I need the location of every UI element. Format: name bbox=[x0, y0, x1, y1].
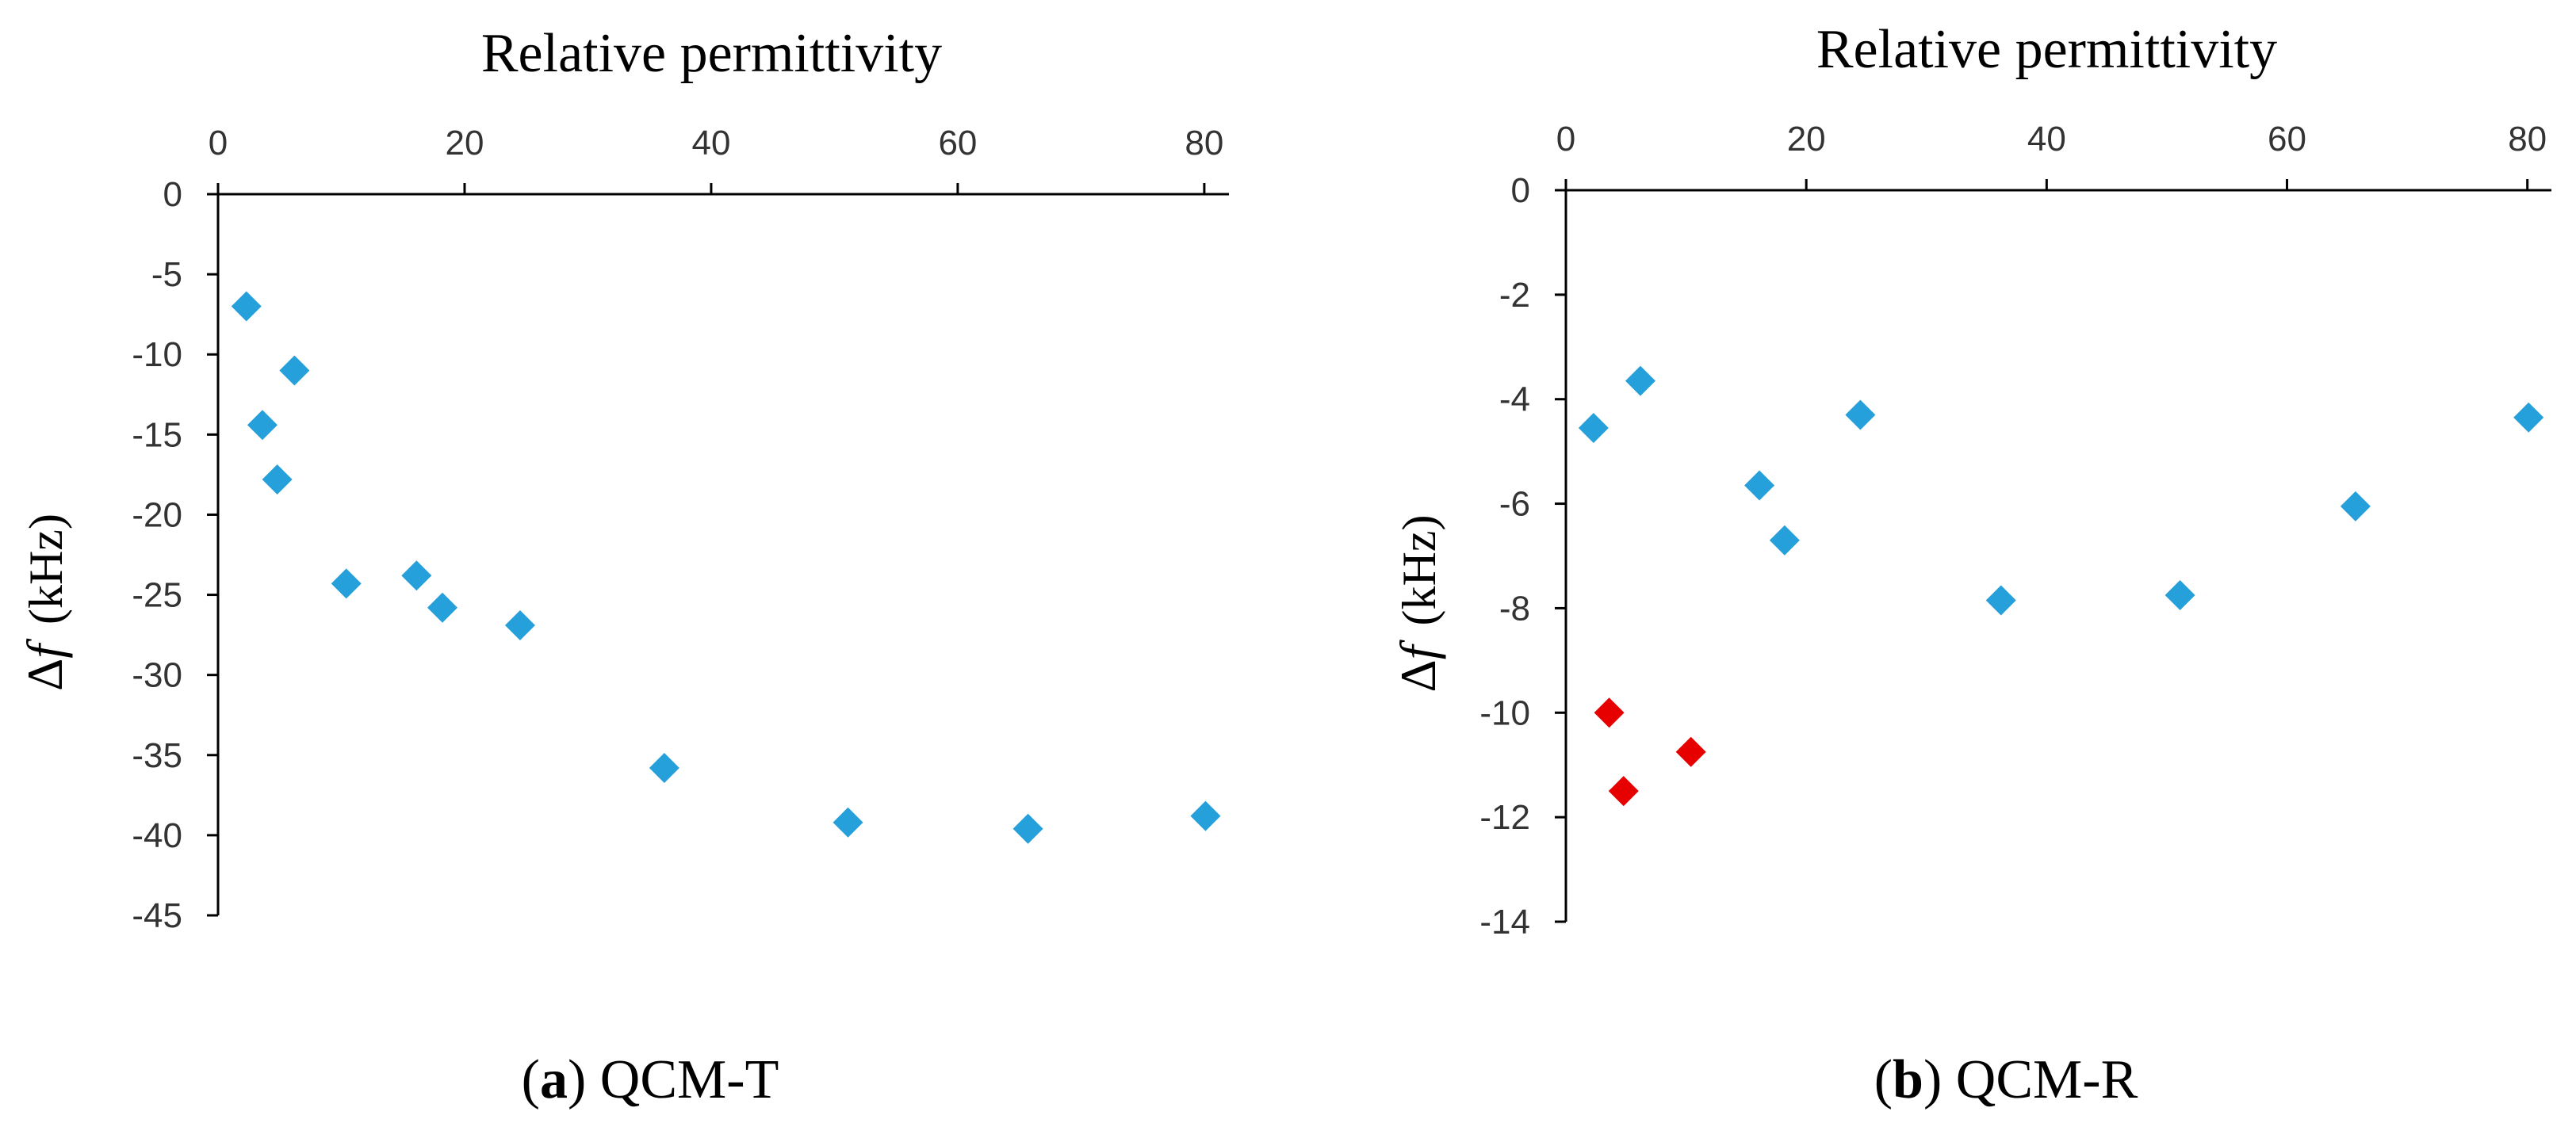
data-point-diamond bbox=[1845, 399, 1876, 430]
data-point-diamond bbox=[2513, 402, 2544, 433]
data-point-diamond bbox=[231, 291, 262, 322]
y-tick-label: -35 bbox=[132, 736, 182, 775]
data-point-diamond bbox=[401, 560, 432, 591]
data-point-diamond bbox=[262, 464, 293, 495]
y-tick-label: -5 bbox=[151, 255, 182, 294]
y-tick-label: -30 bbox=[132, 656, 182, 695]
y-tick-label: -10 bbox=[132, 335, 182, 374]
y-axis-title: Δf (kHz) bbox=[17, 514, 73, 691]
y-axis-title: Δf (kHz) bbox=[1390, 515, 1446, 693]
caption-open-paren: ( bbox=[522, 1049, 540, 1110]
data-point-diamond bbox=[833, 807, 863, 838]
caption-close-paren: ) bbox=[1923, 1049, 1942, 1110]
x-axis-title: Relative permittivity bbox=[481, 23, 942, 84]
y-tick-label: -14 bbox=[1479, 903, 1530, 942]
y-axis-title-symbol: Δ bbox=[1390, 659, 1446, 692]
series-outliers bbox=[1594, 697, 1706, 807]
y-tick-label: -8 bbox=[1499, 589, 1530, 628]
y-tick-label: 0 bbox=[163, 175, 182, 214]
caption-letter: b bbox=[1893, 1049, 1923, 1110]
data-point-diamond bbox=[504, 609, 535, 640]
data-point-diamond bbox=[331, 568, 362, 599]
y-tick-label: -40 bbox=[132, 816, 182, 855]
y-axis-title-unit: (kHz) bbox=[20, 514, 72, 636]
x-tick-label: 0 bbox=[209, 124, 228, 162]
caption-open-paren: ( bbox=[1874, 1049, 1893, 1110]
data-point-diamond bbox=[279, 355, 310, 386]
caption-close-paren: ) bbox=[568, 1049, 586, 1110]
y-axis-title-variable: f bbox=[17, 638, 73, 659]
y-tick-label: -20 bbox=[132, 495, 182, 534]
x-tick-label: 80 bbox=[1185, 124, 1223, 162]
x-tick-label: 60 bbox=[2268, 120, 2306, 159]
data-point-diamond bbox=[1012, 813, 1043, 844]
y-axis-title-variable: f bbox=[1390, 639, 1446, 659]
data-point-diamond bbox=[247, 410, 278, 441]
y-tick-label: -12 bbox=[1479, 798, 1530, 837]
data-point-diamond bbox=[2340, 491, 2371, 521]
panel-b-qcm-r: 0 20 40 60 80 0 -2 -4 -6 -8 -10 -12 -14 Relative perm… bbox=[1390, 19, 2551, 1110]
y-axis-title-unit: (kHz) bbox=[1393, 515, 1445, 638]
y-tick-label: -25 bbox=[132, 576, 182, 615]
panel-a-qcm-t: 0 20 40 60 80 0 -5 -10 -15 -20 -25 -30 -35 -40 -45 Rela… bbox=[17, 23, 1229, 1110]
x-tick-label: 20 bbox=[1787, 120, 1826, 159]
data-point-diamond bbox=[1675, 736, 1706, 767]
x-axis-title: Relative permittivity bbox=[1816, 19, 2277, 80]
data-point-diamond bbox=[1744, 470, 1775, 501]
y-tick-label: -15 bbox=[132, 415, 182, 454]
data-point-diamond bbox=[1608, 776, 1639, 807]
data-point-diamond bbox=[1578, 412, 1609, 443]
data-point-diamond bbox=[1985, 585, 2016, 616]
caption-letter: a bbox=[540, 1049, 568, 1110]
panel-caption: (b) QCM-R bbox=[1874, 1049, 2138, 1110]
x-tick-label: 0 bbox=[1556, 120, 1575, 159]
data-point-diamond bbox=[1190, 800, 1221, 831]
y-tick-label: 0 bbox=[1511, 171, 1530, 210]
caption-text: QCM-T bbox=[586, 1049, 779, 1110]
y-tick-label: -45 bbox=[132, 896, 182, 935]
x-tick-label: 40 bbox=[2027, 120, 2066, 159]
x-tick-label: 80 bbox=[2508, 120, 2547, 159]
y-tick-label: -2 bbox=[1499, 276, 1530, 315]
data-point-diamond bbox=[2165, 579, 2195, 610]
y-axis-title-symbol: Δ bbox=[17, 659, 73, 691]
x-tick-label: 20 bbox=[445, 124, 484, 162]
x-tick-label: 40 bbox=[691, 124, 730, 162]
panel-caption: (a) QCM-T bbox=[522, 1049, 779, 1110]
data-point-diamond bbox=[649, 752, 679, 783]
y-tick-label: -10 bbox=[1479, 693, 1530, 732]
x-tick-label: 60 bbox=[938, 124, 977, 162]
series-solvents bbox=[231, 291, 1221, 844]
data-point-diamond bbox=[1594, 697, 1625, 728]
series-solvents bbox=[1578, 365, 2544, 616]
y-tick-label: -6 bbox=[1499, 485, 1530, 524]
data-point-diamond bbox=[1625, 365, 1655, 396]
data-point-diamond bbox=[427, 592, 457, 623]
data-point-diamond bbox=[1769, 525, 1800, 556]
caption-text: QCM-R bbox=[1942, 1049, 2138, 1110]
y-tick-label: -4 bbox=[1499, 380, 1530, 419]
